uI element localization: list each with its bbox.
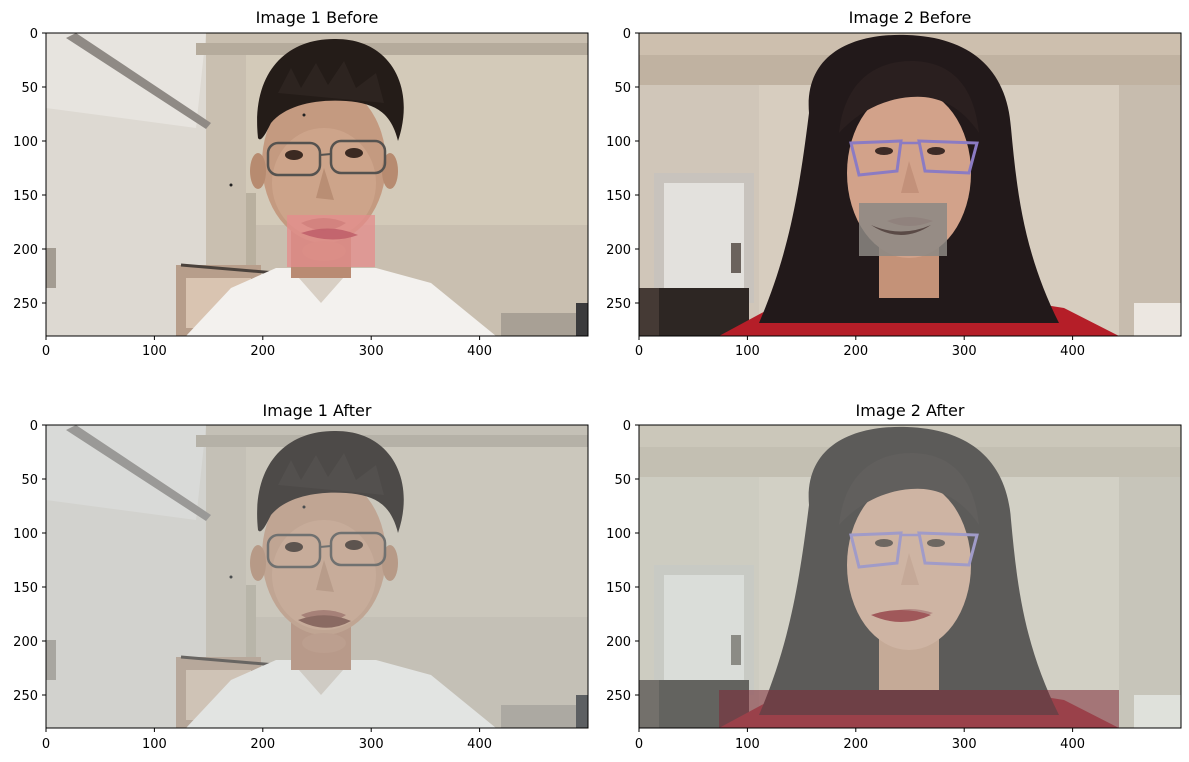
y-tick-label: 100: [606, 527, 631, 542]
y-ticks: 0 50 100 150 200 250: [606, 27, 639, 312]
y-tick-label: 200: [13, 635, 38, 650]
y-tick-label: 200: [606, 635, 631, 650]
y-tick-label: 250: [606, 297, 631, 312]
y-tick-label: 0: [30, 27, 38, 42]
photo-image1-after: [46, 425, 588, 728]
x-tick-label: 300: [359, 344, 384, 359]
x-tick-label: 100: [142, 344, 167, 359]
photo-image2-after: [639, 425, 1181, 728]
x-tick-label: 0: [635, 344, 643, 359]
x-ticks: 0 100 200 300 400: [635, 336, 1085, 359]
x-ticks: 0 100 200 300 400: [635, 728, 1085, 752]
y-tick-label: 50: [614, 81, 631, 96]
x-tick-label: 400: [467, 737, 492, 752]
x-tick-label: 0: [42, 737, 50, 752]
x-tick-label: 400: [1060, 737, 1085, 752]
x-tick-label: 100: [735, 737, 760, 752]
y-tick-label: 200: [13, 243, 38, 258]
y-tick-label: 150: [13, 581, 38, 596]
x-ticks: 0 100 200 300 400: [42, 336, 492, 359]
x-tick-label: 300: [359, 737, 384, 752]
photo-image1-before: [46, 33, 588, 336]
photo-image2-before: [639, 33, 1181, 336]
y-tick-label: 100: [13, 135, 38, 150]
mouth-patch: [859, 203, 947, 256]
y-tick-label: 100: [606, 135, 631, 150]
x-tick-label: 200: [250, 344, 275, 359]
y-tick-label: 200: [606, 243, 631, 258]
x-tick-label: 100: [142, 737, 167, 752]
panel-title: Image 1 Before: [256, 8, 379, 27]
x-tick-label: 200: [843, 737, 868, 752]
y-ticks: 0 50 100 150 200 250: [13, 419, 46, 704]
y-ticks: 0 50 100 150 200 250: [606, 419, 639, 704]
y-tick-label: 250: [606, 689, 631, 704]
mouth-patch: [287, 215, 375, 267]
y-tick-label: 150: [606, 189, 631, 204]
x-tick-label: 100: [735, 344, 760, 359]
panel-title: Image 2 Before: [849, 8, 972, 27]
axes-frame: [638, 32, 1182, 337]
panel-title: Image 2 After: [856, 401, 965, 420]
y-tick-label: 150: [606, 581, 631, 596]
y-tick-label: 250: [13, 297, 38, 312]
x-tick-label: 300: [952, 344, 977, 359]
y-tick-label: 100: [13, 527, 38, 542]
panel-image2-before: Image 2 Before 0 100 200 300 400 0: [606, 8, 1182, 359]
y-tick-label: 150: [13, 189, 38, 204]
y-tick-label: 50: [21, 81, 38, 96]
x-tick-label: 200: [843, 344, 868, 359]
panel-image2-after: Image 2 After 0 100 200 300 400: [606, 401, 1182, 752]
axes-frame: [638, 424, 1182, 729]
x-tick-label: 0: [42, 344, 50, 359]
y-tick-label: 50: [614, 473, 631, 488]
panel-title: Image 1 After: [263, 401, 372, 420]
y-tick-label: 50: [21, 473, 38, 488]
panel-image1-after: Image 1 After 0 100 200 300 400 0: [13, 401, 589, 752]
x-tick-label: 400: [1060, 344, 1085, 359]
axes-frame: [45, 424, 589, 729]
x-ticks: 0 100 200 300 400: [42, 728, 492, 752]
panel-image1-before: Image 1 Before 0 100 200 300 400: [13, 8, 589, 359]
y-tick-label: 0: [623, 27, 631, 42]
x-tick-label: 200: [250, 737, 275, 752]
x-tick-label: 400: [467, 344, 492, 359]
x-tick-label: 0: [635, 737, 643, 752]
y-tick-label: 250: [13, 689, 38, 704]
y-tick-label: 0: [623, 419, 631, 434]
axes-frame: [45, 32, 589, 337]
x-tick-label: 300: [952, 737, 977, 752]
y-ticks: 0 50 100 150 200 250: [13, 27, 46, 312]
y-tick-label: 0: [30, 419, 38, 434]
